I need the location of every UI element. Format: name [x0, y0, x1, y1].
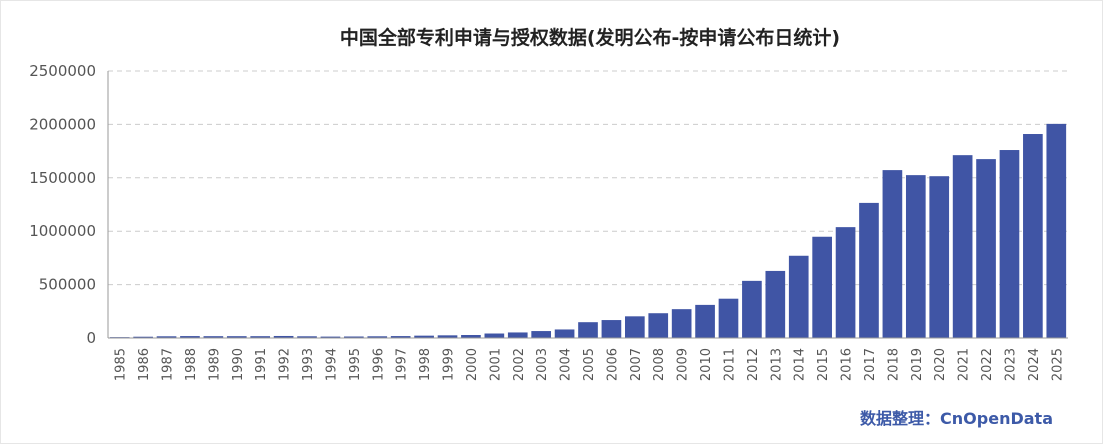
bar-2017	[859, 202, 879, 338]
x-tick-label: 2019	[910, 348, 925, 381]
x-tick-label: 2022	[980, 348, 995, 381]
bar-1998	[414, 335, 434, 338]
x-tick-label: 1988	[184, 348, 199, 381]
x-tick-label: 2021	[957, 348, 972, 381]
x-tick-label: 1985	[114, 348, 129, 381]
bar-1986	[133, 336, 153, 338]
y-axis: 0 500000 1000000 1500000 2000000 2500000	[29, 62, 109, 347]
x-tick-label: 2007	[629, 348, 644, 381]
bar-2010	[695, 304, 715, 338]
x-tick-label: 1994	[324, 348, 339, 381]
bar-2001	[484, 333, 505, 338]
x-tick-label: 2024	[1027, 348, 1042, 381]
x-tick-label: 2012	[746, 348, 761, 381]
x-tick-label: 2008	[652, 348, 667, 381]
x-tick-label: 1995	[348, 348, 363, 381]
y-tick-label: 1500000	[29, 169, 96, 187]
bar-1990	[226, 336, 247, 338]
x-tick-label: 2017	[863, 348, 878, 381]
y-tick-label: 1000000	[29, 222, 96, 240]
x-tick-label: 1992	[278, 348, 293, 381]
y-tick-label: 2000000	[29, 115, 96, 133]
bar-1991	[250, 336, 271, 338]
bar-2003	[531, 331, 552, 338]
source-note: 数据整理：CnOpenData	[860, 409, 1053, 428]
bar-1995	[344, 336, 364, 338]
bar-2016	[835, 227, 856, 338]
bar-1989	[203, 336, 224, 338]
x-tick-label: 1996	[371, 348, 386, 381]
x-tick-label: 2010	[699, 348, 714, 381]
x-tick-label: 2025	[1050, 348, 1065, 381]
bar-2023	[999, 150, 1020, 338]
bar-1988	[180, 336, 200, 338]
x-tick-label: 1997	[395, 348, 410, 381]
bar-1999	[437, 335, 458, 338]
bar-2008	[648, 313, 669, 338]
x-tick-label: 2004	[559, 348, 574, 381]
x-tick-label: 1987	[161, 348, 176, 381]
x-tick-label: 2013	[769, 348, 784, 381]
bar-1987	[156, 336, 177, 338]
x-tick-label: 2016	[840, 348, 855, 381]
bars	[109, 123, 1067, 339]
bar-2021	[952, 155, 973, 338]
gridlines	[108, 70, 1068, 286]
x-tick-label: 1990	[231, 348, 246, 381]
bar-2000	[461, 335, 481, 338]
y-tick-label: 2500000	[29, 62, 96, 80]
bar-1996	[367, 336, 388, 338]
x-tick-label: 2014	[793, 348, 808, 381]
bar-1997	[390, 336, 411, 338]
x-tick-label: 2023	[1003, 348, 1018, 381]
bar-2011	[718, 298, 739, 338]
bar-2013	[765, 270, 786, 338]
bar-2006	[601, 320, 622, 338]
x-tick-label: 2018	[886, 348, 901, 381]
bar-2014	[788, 255, 809, 338]
x-tick-label: 2002	[512, 348, 527, 381]
bar-2005	[578, 322, 598, 338]
bar-2024	[1023, 134, 1043, 338]
x-tick-label: 2005	[582, 348, 597, 381]
x-tick-label: 2001	[488, 348, 503, 381]
bar-2007	[625, 316, 645, 338]
bar-2009	[671, 309, 692, 338]
bar-2015	[812, 236, 832, 338]
x-tick-label: 1993	[301, 348, 316, 381]
bar-1993	[297, 336, 317, 338]
x-tick-label: 2011	[722, 348, 737, 381]
bar-1992	[273, 335, 294, 338]
x-tick-label: 1998	[418, 348, 433, 381]
x-tick-label: 1991	[254, 348, 269, 381]
bar-1994	[320, 336, 341, 338]
y-tick-label: 500000	[39, 276, 96, 294]
x-tick-label: 1989	[207, 348, 222, 381]
bar-2022	[976, 159, 996, 338]
x-tick-label: 1999	[442, 348, 457, 381]
bar-2019	[905, 175, 926, 338]
bar-2004	[554, 329, 575, 338]
x-tick-label: 2000	[465, 348, 480, 381]
chart-title: 中国全部专利申请与授权数据(发明公布-按申请公布日统计)	[340, 26, 840, 49]
x-tick-label: 2020	[933, 348, 948, 381]
x-tick-label: 1986	[137, 348, 152, 381]
x-axis: 1985 1986 1987 1988 1989 1990 1991 1992 1993 1994…	[108, 337, 1068, 381]
bar-2018	[882, 170, 903, 338]
bar-2025	[1046, 123, 1067, 339]
bar-2002	[507, 332, 528, 338]
y-tick-label: 0	[86, 329, 96, 347]
bar-2020	[929, 176, 950, 338]
bar-2012	[742, 280, 762, 338]
x-tick-label: 2003	[535, 348, 550, 381]
x-tick-label: 2006	[605, 348, 620, 381]
x-tick-label: 2015	[816, 348, 831, 381]
x-tick-label: 2009	[676, 348, 691, 381]
